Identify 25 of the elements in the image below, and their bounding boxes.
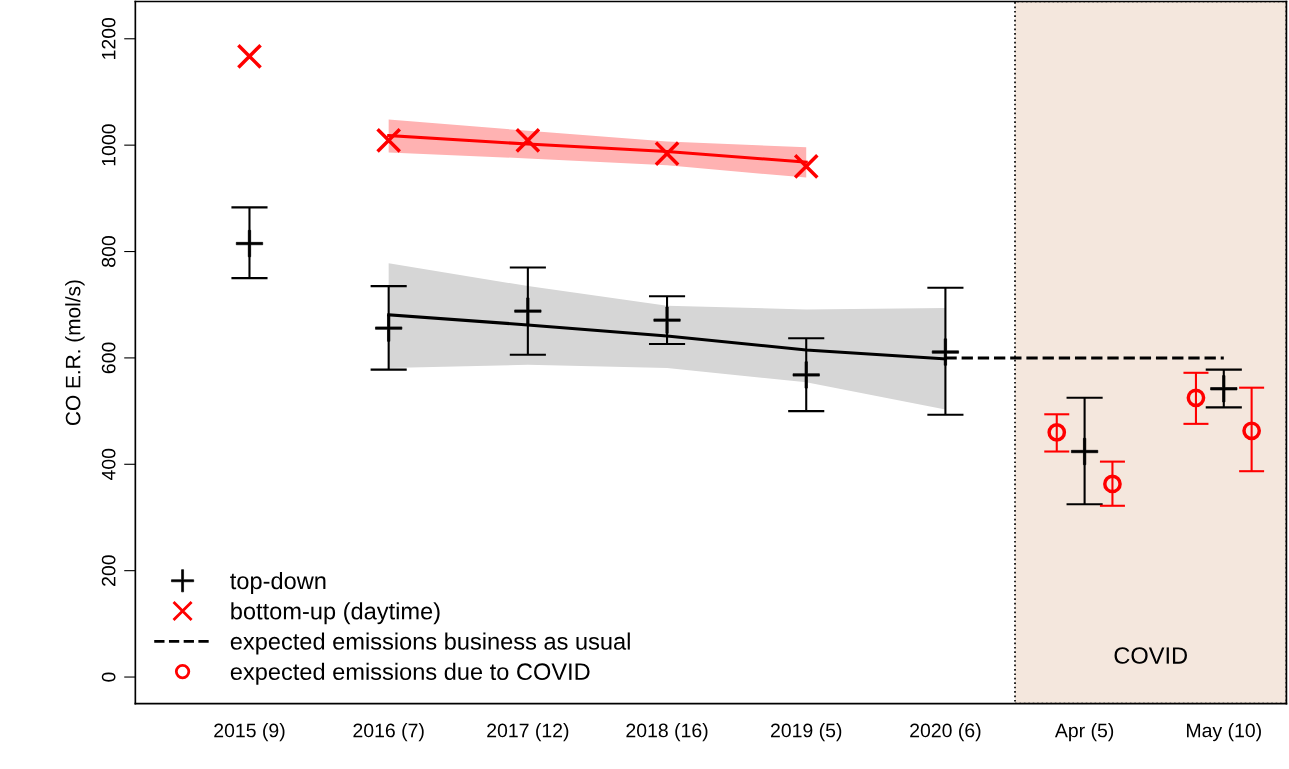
legend-label: expected emissions due to COVID xyxy=(230,662,590,685)
x-tick-label: May (10) xyxy=(1187,723,1261,742)
legend-label: bottom-up (daytime) xyxy=(231,602,440,625)
y-axis-title: CO E.R. (mol/s) xyxy=(65,280,85,426)
x-tick-label: 2019 (5) xyxy=(771,723,842,742)
band-label: COVID xyxy=(1114,647,1187,664)
x-tick-label: 2020 (6) xyxy=(910,723,981,742)
y-tick-label: 600 xyxy=(101,342,116,374)
legend-label: expected emissions business as usual xyxy=(230,632,630,655)
x-tick-label: 2017 (12) xyxy=(487,723,569,742)
y-tick-label: 400 xyxy=(101,448,116,481)
point xyxy=(236,43,263,70)
x-tick-label: 2016 (7) xyxy=(353,723,424,742)
y-tick-label: 0 xyxy=(101,672,116,682)
y-tick-label: 1000 xyxy=(101,124,116,166)
point xyxy=(515,127,541,154)
point xyxy=(793,153,820,180)
x-tick-label: 2018 (16) xyxy=(626,723,708,742)
x-tick-label: Apr (5) xyxy=(1054,723,1114,742)
legend-label: top-down xyxy=(230,571,326,594)
x-tick-label: 2015 (9) xyxy=(214,723,285,742)
y-tick-label: 1200 xyxy=(101,17,116,59)
point xyxy=(375,127,402,154)
y-tick-label: 800 xyxy=(101,236,116,267)
y-tick-label: 200 xyxy=(101,555,116,586)
